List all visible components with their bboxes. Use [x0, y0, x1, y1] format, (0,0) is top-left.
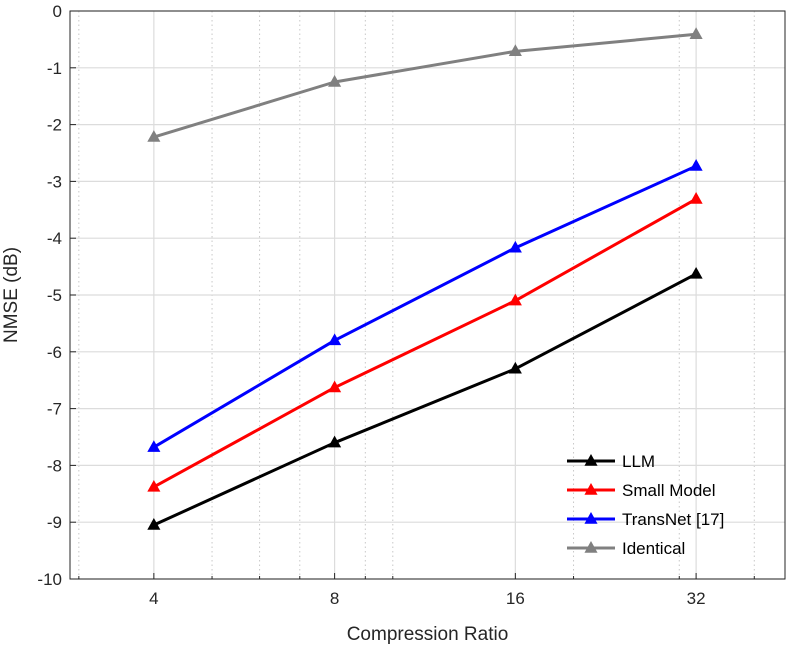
data-point-marker [147, 518, 161, 530]
series-lines [147, 27, 703, 530]
data-point-marker [508, 361, 522, 374]
legend-entry: TransNet [17] [567, 510, 724, 529]
data-point-marker [328, 74, 342, 87]
data-point-marker [147, 440, 161, 452]
y-tick-label: -5 [47, 286, 62, 305]
x-tick-label: 4 [149, 589, 158, 608]
y-tick-label: -8 [47, 456, 62, 475]
series-line [153, 164, 697, 449]
y-tick-label: -9 [47, 513, 62, 532]
y-tick-label: -10 [37, 570, 62, 589]
data-point-marker [328, 435, 342, 448]
legend-marker [584, 540, 598, 553]
x-axis-label: Compression Ratio [347, 624, 509, 645]
data-point-marker [689, 266, 703, 279]
legend-marker [584, 453, 598, 466]
legend-label: Small Model [622, 481, 716, 500]
data-point-marker [689, 191, 703, 204]
y-axis-ticks: 0 -1 -2 -3 -4 -5 -6 -7 -8 -9 -10 [37, 2, 76, 589]
series-line [153, 272, 697, 527]
series-line [153, 197, 697, 489]
legend: LLM Small Model TransNet [17] Identical [567, 452, 724, 558]
y-tick-label: 0 [53, 2, 62, 21]
legend-marker [584, 482, 598, 495]
series-line [153, 32, 697, 139]
data-point-marker [689, 27, 703, 39]
series-identical [147, 27, 703, 142]
y-tick-label: -6 [47, 343, 62, 362]
x-tick-label: 16 [506, 589, 525, 608]
legend-marker [584, 511, 598, 524]
y-axis-label: NMSE (dB) [1, 247, 22, 343]
legend-entry: LLM [567, 452, 655, 471]
data-point-marker [147, 130, 161, 142]
plot-border [69, 10, 786, 580]
x-tick-label: 32 [687, 589, 706, 608]
x-axis-ticks: 4 8 16 32 [78, 573, 755, 608]
y-tick-label: -1 [47, 59, 62, 78]
y-tick-label: -3 [47, 172, 62, 191]
legend-entry: Small Model [567, 481, 716, 500]
data-point-marker [328, 333, 342, 346]
series-llm [147, 266, 703, 530]
series-small-model [147, 191, 703, 492]
data-point-marker [328, 380, 342, 393]
y-tick-label: -4 [47, 229, 62, 248]
data-point-marker [508, 44, 522, 57]
legend-entry: Identical [567, 539, 685, 558]
legend-label: TransNet [17] [622, 510, 724, 529]
x-tick-label: 8 [330, 589, 339, 608]
data-point-marker [508, 293, 522, 306]
y-tick-label: -2 [47, 116, 62, 135]
data-point-marker [508, 240, 522, 253]
y-tick-label: -7 [47, 400, 62, 419]
series-transnet-17 [147, 159, 703, 452]
legend-label: LLM [622, 452, 655, 471]
data-point-marker [689, 159, 703, 171]
data-point-marker [147, 479, 161, 492]
legend-label: Identical [622, 539, 685, 558]
